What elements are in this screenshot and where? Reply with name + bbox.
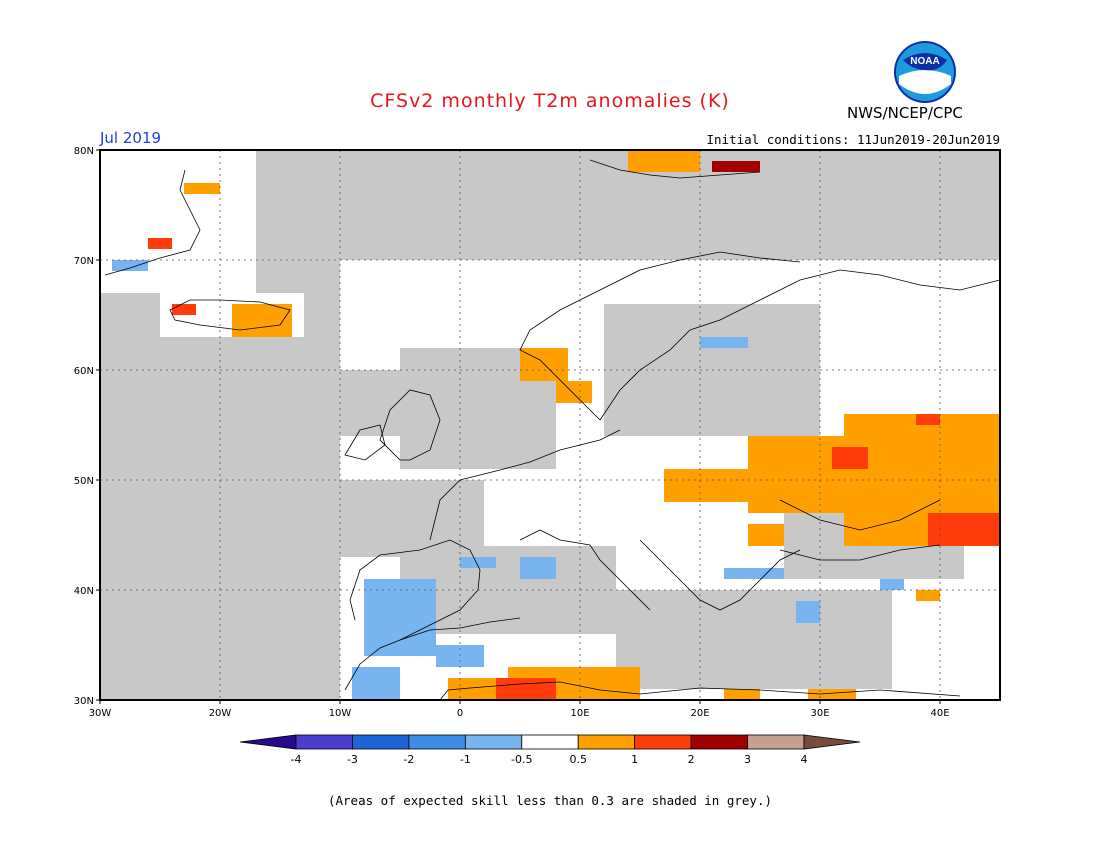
- coastlines: [104, 159, 1000, 700]
- map-frame: [99, 149, 1001, 701]
- anomaly-cell: [364, 579, 436, 656]
- organization-label: NWS/NCEP/CPC: [847, 104, 963, 122]
- anomaly-cell: [916, 590, 940, 601]
- colorbar-max-arrow: [803, 734, 861, 750]
- anomaly-cell: [520, 557, 556, 579]
- anomaly-cell: [496, 678, 556, 700]
- lat-label: 50N: [74, 476, 94, 487]
- anomaly-cell: [448, 678, 508, 700]
- anomaly-cell: [748, 436, 844, 513]
- colorbar-box: [690, 734, 748, 750]
- colorbar-tick-label: -3: [347, 753, 358, 766]
- colorbar-box: [352, 734, 410, 750]
- lon-label: 30W: [89, 708, 112, 719]
- latitude-labels: 80N 70N 60N 50N 40N 30N: [74, 146, 100, 707]
- lon-label: 20E: [690, 708, 709, 719]
- colorbar-tick-label: 0.5: [569, 753, 587, 766]
- anomaly-cell: [352, 667, 400, 700]
- colorbar-box: [464, 734, 523, 750]
- lat-label: 60N: [74, 366, 94, 377]
- colorbar-tick-label: -2: [403, 753, 414, 766]
- lat-label: 80N: [74, 146, 94, 157]
- colorbar-box: [634, 734, 692, 750]
- colorbar-box: [577, 734, 636, 750]
- colorbar-tick-label: 4: [801, 753, 808, 766]
- lon-label: 0: [457, 708, 463, 719]
- anomaly-cell: [832, 447, 868, 469]
- anomaly-cell: [724, 689, 760, 700]
- colorbar-min-arrow: [239, 734, 297, 750]
- anomaly-cell: [928, 513, 1000, 546]
- anomaly-cell: [724, 568, 784, 579]
- map-title: CFSv2 monthly T2m anomalies (K): [370, 90, 730, 112]
- footnote: (Areas of expected skill less than 0.3 a…: [327, 793, 772, 808]
- anomaly-cell: [796, 601, 820, 623]
- anomaly-cell: [748, 524, 784, 546]
- anomaly-cell: [808, 689, 856, 700]
- colorbar-box: [295, 734, 353, 750]
- colorbar-tick-label: 1: [631, 753, 638, 766]
- anomaly-cell: [628, 150, 700, 172]
- colorbar-tick-label: -0.5: [511, 753, 532, 766]
- anomaly-cell: [712, 161, 760, 172]
- land-cell: [100, 150, 256, 293]
- anomaly-cell: [148, 238, 172, 249]
- colorbar: -4 -3 -2 -1 -0.5 0.5 1 2 3 4: [239, 734, 861, 766]
- anomaly-cell: [112, 260, 148, 271]
- colorbar-tick-label: 3: [744, 753, 751, 766]
- colorbar-box: [521, 734, 579, 750]
- initial-conditions-label: Initial conditions: 11Jun2019-20Jun2019: [706, 132, 1001, 147]
- lon-label: 10E: [570, 708, 589, 719]
- low-skill-cell: [616, 590, 892, 689]
- anomaly-cell: [172, 304, 196, 315]
- anomaly-cell: [184, 183, 220, 194]
- lon-label: 20W: [209, 708, 232, 719]
- anomaly-cell: [664, 469, 748, 502]
- low-skill-cell: [1012, 524, 1100, 634]
- lat-label: 30N: [74, 696, 94, 707]
- longitude-labels: 30W 20W 10W 0 10E 20E 30E 40E: [89, 700, 950, 719]
- lat-label: 70N: [74, 256, 94, 267]
- lon-label: 10W: [329, 708, 352, 719]
- anomaly-cell: [460, 557, 496, 568]
- anomaly-layer: [112, 150, 1000, 700]
- logo-text: NOAA: [910, 56, 939, 67]
- month-label: Jul 2019: [100, 129, 162, 147]
- colorbar-box: [408, 734, 466, 750]
- anomaly-cell: [556, 381, 592, 403]
- noaa-logo: NOAA: [894, 41, 956, 103]
- low-skill-cell: [340, 370, 400, 436]
- anomaly-cell: [880, 579, 904, 590]
- colorbar-tick-label: -1: [460, 753, 471, 766]
- lon-label: 40E: [930, 708, 949, 719]
- anomaly-cell: [916, 414, 940, 425]
- anomaly-cell: [700, 337, 748, 348]
- lat-label: 40N: [74, 586, 94, 597]
- anomaly-cell: [232, 304, 292, 337]
- colorbar-box: [747, 734, 805, 750]
- lon-label: 30E: [810, 708, 829, 719]
- low-skill-cell: [340, 480, 484, 557]
- colorbar-tick-label: -4: [291, 753, 302, 766]
- colorbar-tick-label: 2: [688, 753, 695, 766]
